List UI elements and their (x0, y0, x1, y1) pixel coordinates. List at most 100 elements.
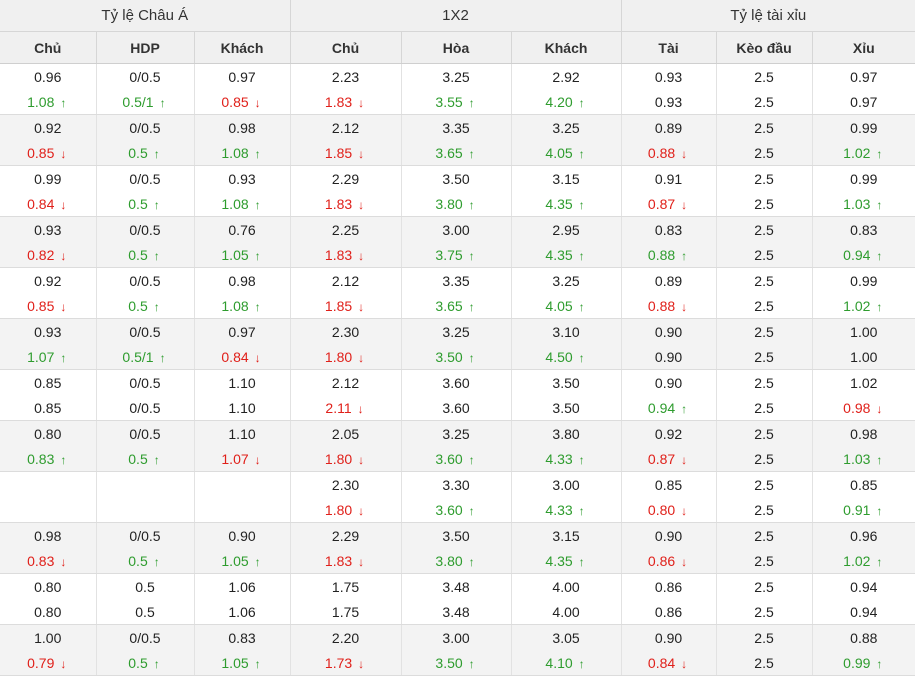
odds-value: 3.50 (552, 374, 580, 391)
cell-live-draw: 3.55 ↑ (401, 89, 512, 115)
odds-value: 2.92 (552, 68, 580, 85)
odds-value: 0.86 (647, 552, 676, 569)
odds-value: 0.93 (34, 323, 62, 340)
odds-value: 0.85 (34, 399, 62, 416)
odds-value: 0.83 (27, 552, 55, 569)
arrow-down-icon: ↓ (358, 350, 365, 365)
cell-live-under: 1.02 ↑ (812, 293, 915, 319)
odds-value: 0.93 (654, 68, 683, 85)
odds-value: 0.90 (654, 348, 683, 365)
arrow-up-icon: ↑ (876, 146, 883, 161)
col-header-home: Chủ (0, 31, 97, 64)
odds-row-live: 0.80 0.5 1.06 1.75 3.48 4.00 0.86 2.5 0.94 (0, 599, 915, 625)
cell-live-away: 0.85 ↓ (194, 89, 291, 115)
arrow-down-icon: ↓ (254, 350, 261, 365)
cell-live-away: 1.08 ↑ (194, 293, 291, 319)
arrow-down-icon: ↓ (60, 248, 67, 263)
col-header-over: Tài (621, 31, 717, 64)
cell-open-line: 2.5 (716, 471, 813, 497)
cell-live-home-1x2: 1.85 ↓ (290, 140, 402, 166)
odds-value: 2.5 (754, 348, 774, 365)
arrow-down-icon: ↓ (681, 503, 688, 518)
odds-value: 4.05 (545, 144, 573, 161)
cell-live-line: 2.5 (716, 293, 813, 319)
arrow-down-icon: ↓ (681, 197, 688, 212)
cell-open-hdp: 0/0.5 (96, 522, 195, 548)
odds-value: 2.5 (754, 476, 774, 493)
cell-open-away: 1.10 (194, 369, 291, 395)
odds-value: 4.05 (545, 297, 573, 314)
odds-value: 0.80 (34, 425, 62, 442)
odds-value: 0.92 (654, 425, 683, 442)
arrow-up-icon: ↑ (60, 95, 67, 110)
cell-live-over: 0.88 ↓ (621, 293, 717, 319)
odds-value: 1.02 (850, 374, 878, 391)
cell-open-under: 0.85 (812, 472, 915, 498)
odds-value: 3.80 (435, 195, 463, 212)
cell-live-draw: 3.60 ↑ (401, 446, 512, 472)
cell-live-away-1x2: 4.00 (511, 599, 622, 625)
cell-live-under: 1.03 ↑ (812, 191, 915, 217)
odds-value: 0.92 (34, 119, 62, 136)
cell-live-draw: 3.60 ↑ (401, 497, 512, 523)
arrow-up-icon: ↑ (876, 452, 883, 467)
cell-open-away-1x2: 4.00 (511, 573, 622, 599)
cell-live-line: 2.5 (716, 548, 813, 574)
cell-live-away: 1.05 ↑ (194, 242, 291, 268)
cell-open-hdp: 0/0.5 (96, 369, 195, 395)
cell-live-line: 2.5 (716, 344, 813, 370)
odds-value: 0.84 (647, 654, 676, 671)
odds-value: 3.65 (435, 297, 463, 314)
cell-live-away-1x2: 4.05 ↑ (511, 293, 622, 319)
odds-value: 1.10 (228, 425, 256, 442)
odds-value: 1.80 (324, 348, 353, 365)
cell-open-home: 0.80 (0, 573, 97, 599)
cell-live-over: 0.87 ↓ (621, 191, 717, 217)
cell-open-line: 2.5 (716, 216, 813, 242)
odds-value: 0.97 (850, 93, 878, 110)
odds-value: 1.83 (324, 552, 353, 569)
odds-value: 0.5 (128, 297, 148, 314)
arrow-up-icon: ↑ (578, 146, 585, 161)
cell-open-home-1x2: 2.12 (290, 369, 402, 395)
arrow-up-icon: ↑ (153, 248, 160, 263)
odds-value: 1.08 (221, 195, 249, 212)
arrow-down-icon: ↓ (358, 248, 365, 263)
arrow-up-icon: ↑ (578, 350, 585, 365)
cell-open-draw: 3.25 (401, 420, 512, 446)
cell-open-hdp: 0/0.5 (96, 267, 195, 293)
cell-live-away-1x2: 4.33 ↑ (511, 497, 622, 523)
odds-value: 2.12 (331, 119, 360, 136)
odds-value: 4.33 (545, 501, 573, 518)
odds-row-open: 0.93 0/0.5 0.76 2.25 3.00 2.95 0.83 2.5 0.83 (0, 216, 915, 242)
odds-value: 3.25 (552, 272, 580, 289)
odds-value: 2.5 (754, 527, 774, 544)
cell-live-away: 1.08 ↑ (194, 191, 291, 217)
odds-row-live: 0.83 ↑ 0.5 ↑ 1.07 ↓ 1.80 ↓ 3.60 ↑ 4.33 ↑ 0.87 ↓ 2.5 1.0… (0, 446, 915, 472)
odds-value: 0.5 (128, 246, 148, 263)
cell-live-away-1x2: 4.50 ↑ (511, 344, 622, 370)
cell-open-hdp: 0/0.5 (96, 63, 195, 89)
arrow-down-icon: ↓ (681, 554, 688, 569)
odds-value: 0.90 (654, 374, 683, 391)
cell-live-over: 0.90 (621, 344, 717, 370)
odds-value: 0.89 (654, 272, 683, 289)
cell-open-away-1x2: 2.92 (511, 63, 622, 89)
cell-live-line: 2.5 (716, 242, 813, 268)
cell-open-away-1x2: 2.95 (511, 216, 622, 242)
cell-live-hdp: 0.5 ↑ (96, 242, 195, 268)
odds-value: 0.5 (128, 450, 148, 467)
cell-live-home: 0.83 ↑ (0, 446, 97, 472)
arrow-down-icon: ↓ (60, 197, 67, 212)
cell-live-under: 1.02 ↑ (812, 548, 915, 574)
cell-live-line: 2.5 (716, 191, 813, 217)
arrow-up-icon: ↑ (578, 299, 585, 314)
cell-open-away: 0.98 (194, 114, 291, 140)
cell-live-hdp: 0.5 ↑ (96, 548, 195, 574)
cell-open-home-1x2: 2.30 (290, 318, 402, 344)
odds-value: 1.06 (228, 578, 256, 595)
arrow-up-icon: ↑ (254, 656, 261, 671)
odds-value: 0.94 (850, 578, 878, 595)
cell-open-home: 0.93 (0, 318, 97, 344)
cell-live-line: 2.5 (716, 599, 813, 625)
